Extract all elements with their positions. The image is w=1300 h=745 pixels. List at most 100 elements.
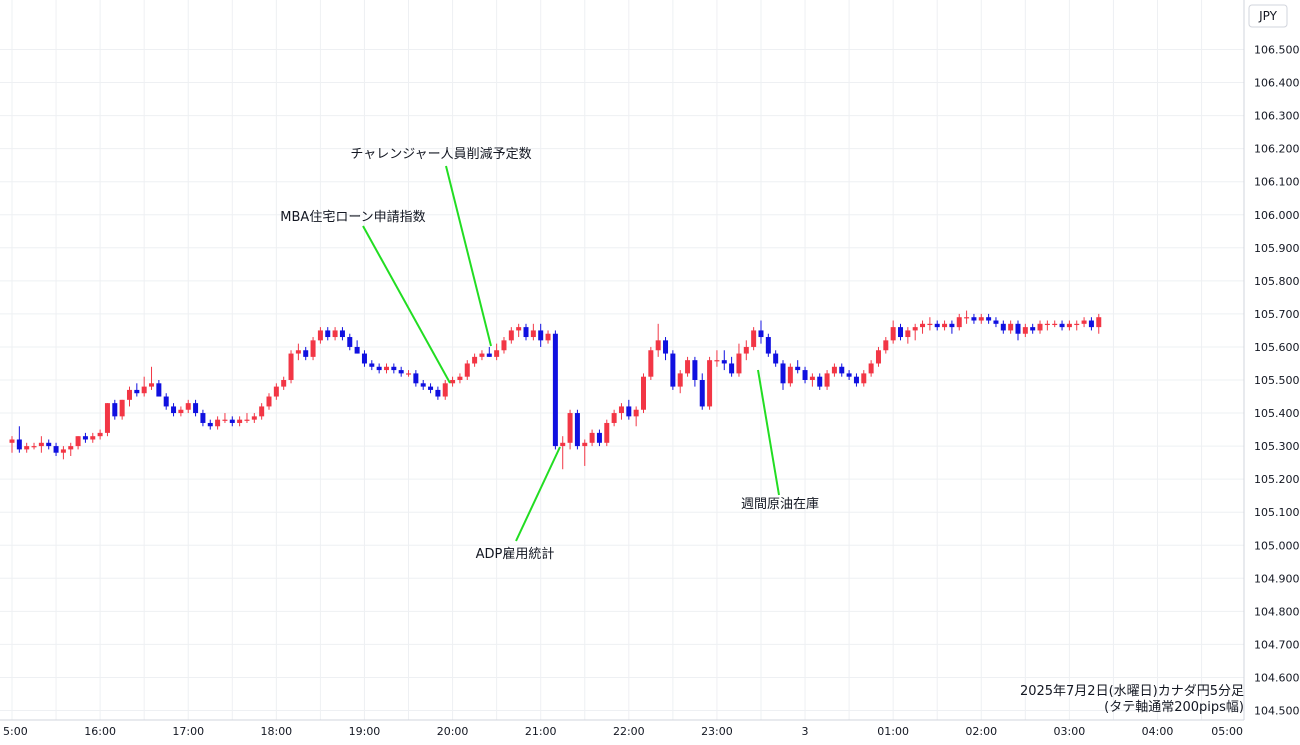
candle	[721, 350, 727, 371]
candle-body	[119, 399, 125, 417]
price-axis[interactable]: JPY 106.500106.400106.300106.200106.1001…	[1243, 0, 1300, 720]
candle-body	[714, 360, 720, 362]
candle	[383, 363, 389, 374]
candle	[1000, 320, 1006, 334]
candle-body	[126, 389, 132, 400]
candle	[134, 383, 140, 397]
candle-body	[552, 333, 558, 447]
candle-body	[582, 442, 588, 447]
candle	[751, 327, 757, 351]
candle-body	[545, 333, 551, 341]
candle-body	[60, 449, 66, 453]
candle-body	[875, 350, 881, 364]
candle-body	[883, 340, 889, 351]
candle	[38, 436, 44, 453]
candle-body	[237, 419, 243, 423]
candle-body	[692, 360, 698, 380]
time-tick-label: 05:00	[1211, 725, 1243, 738]
candle-body	[1015, 323, 1021, 334]
candle-body	[1088, 320, 1094, 328]
candle-body	[200, 413, 206, 423]
candle-body	[618, 406, 624, 414]
candle	[1074, 320, 1080, 331]
candle-body	[259, 406, 265, 417]
candle	[853, 373, 859, 387]
candle-body	[846, 373, 852, 377]
candle-body	[332, 330, 338, 338]
candle	[831, 363, 837, 377]
candle-body	[721, 360, 727, 364]
candle-body	[707, 360, 713, 407]
candle	[281, 376, 287, 390]
candle	[82, 432, 88, 443]
candle	[780, 360, 786, 390]
candle	[949, 320, 955, 334]
price-tick-label: 105.300	[1254, 440, 1300, 453]
annotation-leader-line	[362, 225, 451, 384]
candle	[1008, 320, 1014, 334]
candle	[714, 350, 720, 367]
candle-body	[912, 327, 918, 331]
candle-body	[971, 317, 977, 321]
candle	[347, 333, 353, 351]
candle-body	[295, 350, 301, 354]
time-axis[interactable]: 5:00 16:00 17:00 18:00 19:00 20:00 21:00 22:00 2…	[0, 719, 1244, 738]
candle-body	[376, 366, 382, 371]
candle	[486, 346, 492, 357]
price-tick-label: 106.000	[1254, 209, 1300, 222]
candle	[369, 360, 375, 371]
candle	[420, 380, 426, 390]
candle	[699, 373, 705, 410]
candle-body	[163, 396, 169, 407]
candle-body	[802, 370, 808, 380]
candle	[317, 327, 323, 344]
time-tick-label: 23:00	[701, 725, 733, 738]
annotation-challenger: チャレンジャー人員削減予定数	[350, 146, 531, 162]
candle	[905, 327, 911, 344]
annotation-adp: ADP雇用統計	[476, 546, 555, 562]
candle	[934, 320, 940, 331]
candle-body	[633, 409, 639, 417]
candle-body	[787, 366, 793, 384]
candle	[964, 310, 970, 324]
price-tick-label: 104.900	[1254, 572, 1300, 585]
candle	[472, 353, 478, 367]
candle	[361, 350, 367, 367]
candle	[508, 327, 514, 344]
candle-body	[354, 346, 360, 354]
candle	[611, 409, 617, 427]
candle-body	[648, 350, 654, 377]
currency-box[interactable]	[1248, 4, 1288, 28]
candle	[773, 350, 779, 367]
candle	[736, 343, 742, 377]
candle-body	[1022, 327, 1028, 334]
time-tick-label: 17:00	[172, 725, 204, 738]
candle-body	[853, 376, 859, 384]
candle-body	[501, 340, 507, 351]
candle-body	[861, 373, 867, 384]
candle	[633, 406, 639, 427]
candle	[883, 337, 889, 354]
candle-body	[1066, 323, 1072, 328]
candle	[618, 403, 624, 420]
candle	[391, 363, 397, 374]
price-tick-label: 104.800	[1254, 605, 1300, 618]
candle-body	[765, 337, 771, 354]
price-tick-label: 105.100	[1254, 506, 1300, 519]
candle	[956, 313, 962, 331]
candle	[920, 320, 926, 334]
candle	[567, 409, 573, 450]
candle	[295, 343, 301, 361]
currency-label: JPY	[1258, 9, 1278, 23]
candle-body	[369, 363, 375, 367]
candle-body	[310, 340, 316, 357]
candle-body	[751, 330, 757, 347]
price-tick-label: 105.000	[1254, 539, 1300, 552]
candle-body	[82, 436, 88, 440]
candle	[185, 399, 191, 414]
candle-body	[677, 373, 683, 387]
price-tick-label: 104.500	[1254, 705, 1300, 718]
candle	[229, 416, 235, 427]
candle-body	[1030, 327, 1036, 331]
